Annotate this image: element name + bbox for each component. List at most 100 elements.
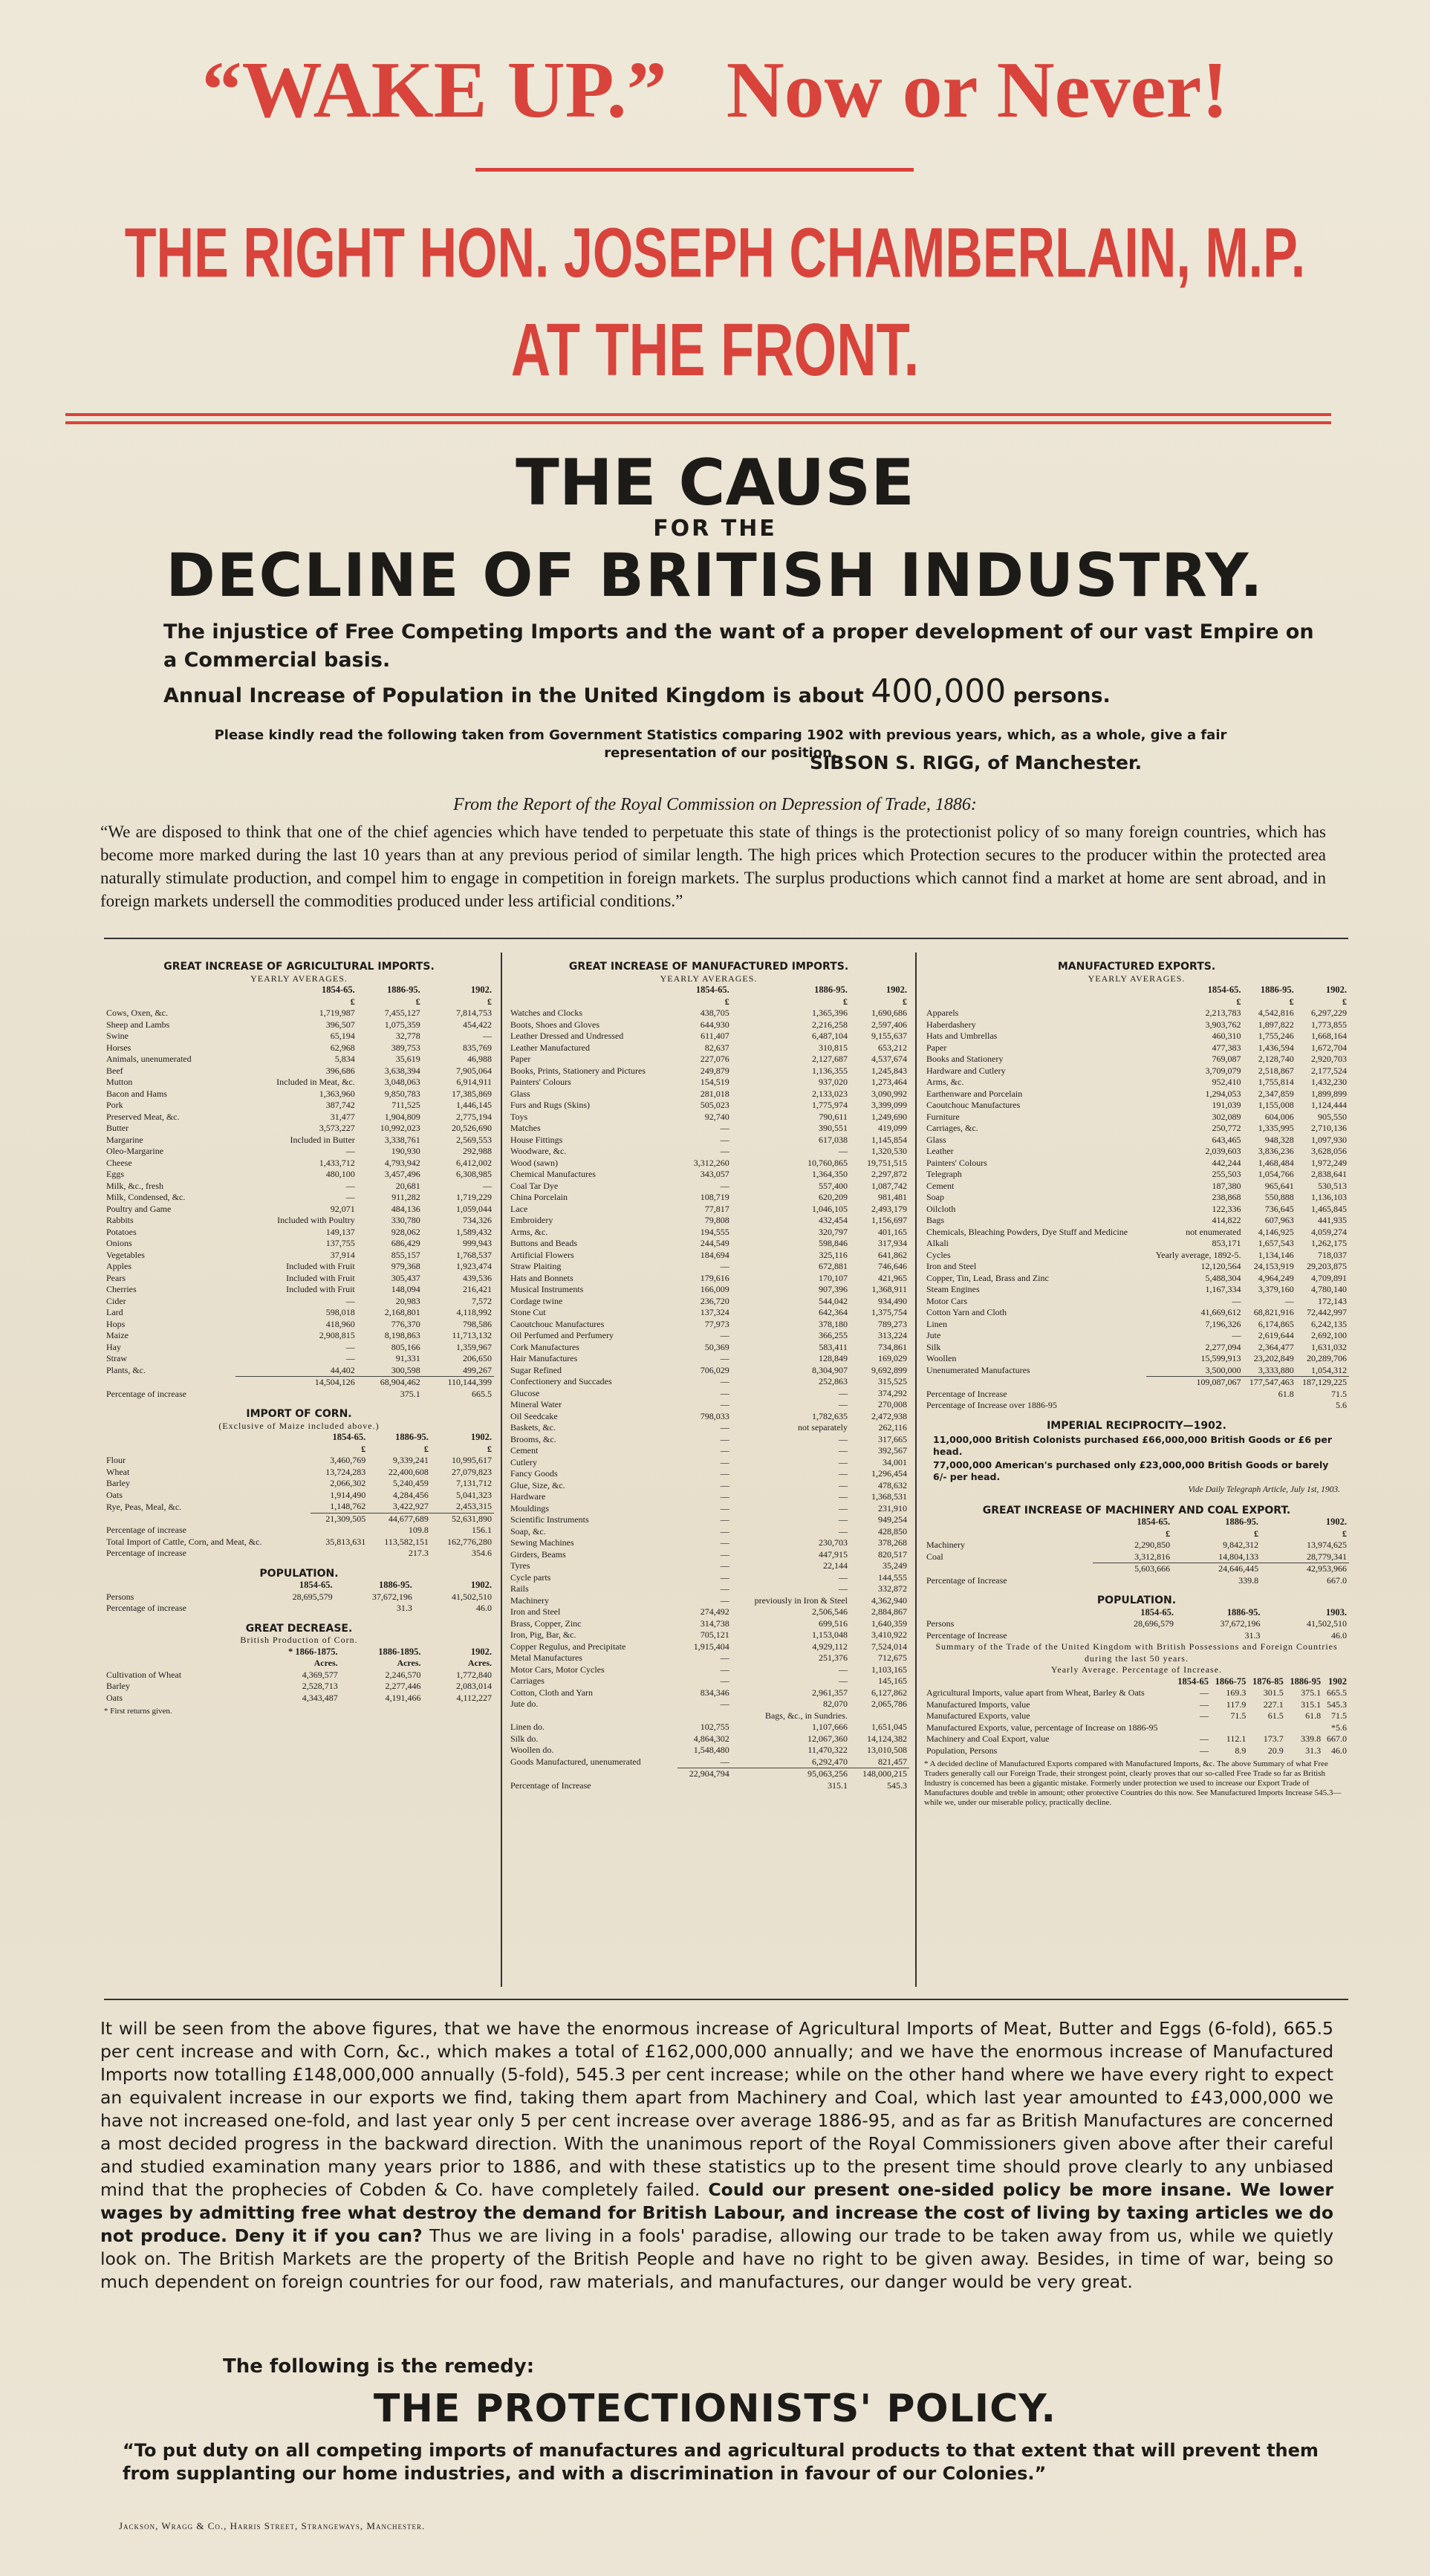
table-row: Cultivation of Wheat 4,369,577 2,246,570 1,… <box>104 1670 494 1681</box>
cell-value: 6,487,104 <box>811 1031 848 1041</box>
cell-value: 2,133,023 <box>811 1088 848 1099</box>
cell-value: 2,961,357 <box>811 1687 848 1698</box>
cell-value: — <box>1232 1295 1241 1306</box>
cell <box>104 996 235 1008</box>
cell-value: — <box>720 1456 729 1467</box>
cell-value: 320,797 <box>818 1226 848 1237</box>
cell-value: 2,347,859 <box>1258 1088 1294 1099</box>
cell-value: 3,836,236 <box>1258 1146 1294 1156</box>
row-label: Cycle parts <box>510 1571 551 1583</box>
block-title: GREAT INCREASE OF MACHINERY AND COAL EXP… <box>982 1504 1291 1516</box>
table-row: Bags 414,822 607,963 441,935 <box>924 1215 1349 1227</box>
cell-value: 981,481 <box>878 1192 907 1202</box>
column-header: 1886-95. <box>379 1580 412 1590</box>
cell-value: 15,599,913 <box>1200 1353 1241 1363</box>
row-label: Musical Instruments <box>510 1284 584 1294</box>
row-label: Apples <box>106 1261 131 1271</box>
table-row: Percentage of Increase 339.8 667.0 <box>924 1575 1349 1587</box>
cell-value: 1,124,444 <box>1311 1100 1347 1110</box>
row-label: China Porcelain <box>510 1192 568 1202</box>
column-header: 1854-65. <box>1137 1516 1171 1527</box>
cell-value: 187,129,225 <box>1296 1376 1349 1389</box>
cell-value: 102,755 <box>700 1722 729 1732</box>
row-label: Cutlery <box>510 1456 537 1467</box>
cell-value: 505,023 <box>700 1100 729 1110</box>
row-label: Wood (sawn) <box>510 1157 559 1168</box>
table-row: 21,309,505 44,677,689 52,631,890 <box>104 1512 494 1525</box>
cell-value: — <box>720 1502 729 1514</box>
table-row: Pears Included with Fruit 305,437 439,536 <box>104 1273 494 1285</box>
row-label: Silk do. <box>510 1733 539 1744</box>
cell-value: 61.5 <box>1267 1710 1284 1721</box>
cell-value: 2,775,194 <box>456 1111 492 1122</box>
header-row: 1854-65. 1886-95. 1902. <box>924 1516 1349 1528</box>
cell-value: 821,457 <box>878 1756 907 1767</box>
table-row: 5,603,666 24,646,445 42,953,966 <box>924 1563 1349 1575</box>
row-label: Animals, unenumerated <box>106 1054 192 1064</box>
cell-value: 1,097,930 <box>1311 1134 1347 1145</box>
cell-value: 1,899,899 <box>1311 1088 1347 1099</box>
cell-value: 2,920,703 <box>1311 1054 1347 1064</box>
table-row: Cutlery — — 34,001 <box>508 1457 909 1469</box>
table-row: Glass 281,018 2,133,023 3,090,992 <box>508 1089 909 1100</box>
row-label: Paper <box>510 1054 531 1064</box>
cell-value: 71.5 <box>1331 1710 1347 1721</box>
data-table: 1854-65. 1886-95. 1903. Persons 28,696,579 37… <box>924 1607 1349 1642</box>
cell-value: 3,903,762 <box>1205 1019 1241 1030</box>
conclusion-text: It will be seen from the above figures, … <box>100 2018 1333 2200</box>
cell-value: 2,246,570 <box>385 1669 421 1680</box>
cell-value: 156.1 <box>472 1525 492 1535</box>
cell-value <box>311 1525 368 1537</box>
cell-value: 1,897,822 <box>1258 1019 1294 1030</box>
row-label: Carriages <box>510 1675 545 1686</box>
table-row: Glucose — — 374,292 <box>508 1388 909 1400</box>
table-row: Artificial Flowers 184,694 325,116 641,862 <box>508 1250 909 1262</box>
table-block: GREAT INCREASE OF AGRICULTURAL IMPORTS. Y… <box>104 961 494 1400</box>
cell-value: 734,861 <box>878 1341 907 1352</box>
printer: Jackson, Wragg & Co., Harris Street, Str… <box>119 2520 426 2531</box>
cell-value: 1,273,464 <box>871 1077 907 1087</box>
row-label: Caoutchouc Manufactures <box>926 1100 1021 1110</box>
cell-value: 77,973 <box>704 1318 729 1329</box>
table-row: China Porcelain 108,719 620,209 981,481 <box>508 1192 909 1204</box>
cell-value: 32,778 <box>395 1031 420 1041</box>
row-label: Straw <box>106 1353 127 1363</box>
cell-value: 29,203,875 <box>1307 1261 1347 1271</box>
cell-value: — <box>838 1583 848 1594</box>
row-label: Sewing Machines <box>510 1537 574 1548</box>
table-row: Lace 77,817 1,046,105 2,493,179 <box>508 1204 909 1216</box>
header-cell <box>924 984 1146 996</box>
table-row: Motor Cars, Motor Cycles — — 1,103,165 <box>508 1664 909 1676</box>
cell-value: 1,134,146 <box>1258 1249 1294 1260</box>
cell-value: 8,198,863 <box>384 1330 420 1340</box>
row-label: Straw Plaiting <box>510 1261 562 1271</box>
cell-value: 1,368,531 <box>871 1491 907 1502</box>
block-caption: Yearly Average. Percentage of Increase. <box>1050 1664 1223 1675</box>
row-label: Apparels <box>926 1008 959 1018</box>
cell-value: — <box>1199 1745 1209 1756</box>
cell-value: 315,525 <box>878 1376 907 1386</box>
row-label: Glass <box>510 1088 530 1099</box>
header-row: 1854-65. 1886-95. 1902. <box>508 984 909 996</box>
cell-value: 2,838,641 <box>1311 1169 1347 1179</box>
cell <box>104 1658 244 1670</box>
unit: £ <box>1289 996 1294 1007</box>
table-row: Apples Included with Fruit 979,368 1,923,47… <box>104 1261 494 1273</box>
cell-value: *5.6 <box>1331 1722 1347 1733</box>
cell-value: — <box>720 1594 729 1606</box>
table-row: Earthenware and Porcelain 1,294,053 2,347,… <box>924 1089 1349 1100</box>
table-block: POPULATION. 1854-65. 1886-95. 1902. Persons 2… <box>104 1568 494 1615</box>
table-row: Manufactured Exports, value, percentage … <box>924 1722 1349 1734</box>
cell-value: 1,914,490 <box>330 1489 366 1500</box>
table-row: Sewing Machines — 230,703 378,268 <box>508 1537 909 1549</box>
cell-value: Included with Poultry <box>277 1215 355 1225</box>
cell-value: 1,589,432 <box>456 1226 492 1237</box>
cell-value: — <box>720 1433 729 1444</box>
cell-value: 128,849 <box>818 1353 848 1363</box>
table-row: Arms, &c. 952,410 1,755,814 1,432,230 <box>924 1077 1349 1089</box>
table-row: Embroidery 79,808 432,454 1,156,697 <box>508 1215 909 1227</box>
table-row: Cows, Oxen, &c. 1,719,987 7,455,127 7,814,7… <box>104 1008 494 1019</box>
row-label: Cork Manufactures <box>510 1341 579 1352</box>
row-label: Stone Cut <box>510 1307 546 1317</box>
row-label: Rye, Peas, Meal, &c. <box>106 1501 182 1512</box>
